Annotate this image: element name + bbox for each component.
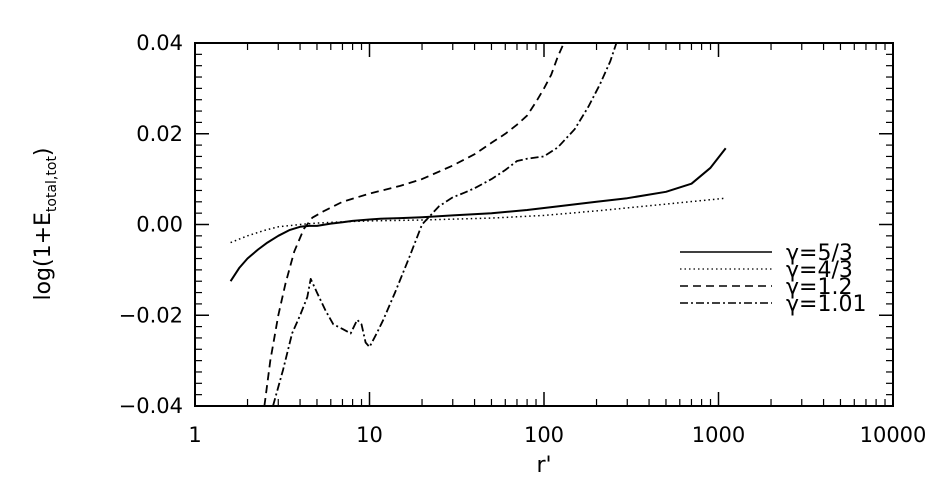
legend: γ=5/3γ=4/3γ=1.2γ=1.01: [680, 241, 866, 317]
series-line-1: [229, 147, 727, 282]
x-tick-label: 1000: [692, 423, 745, 447]
legend-label-1: γ=5/3: [786, 241, 853, 266]
y-tick-label: −0.02: [119, 303, 183, 327]
y-axis-title-close: ): [31, 147, 56, 156]
plot-frame: [194, 42, 894, 407]
tick-labels: 1 10 100 1000 10000 −0.04 −0.02 0.00 0.02 0.04: [119, 31, 927, 447]
legend-label-3: γ=1.2: [786, 275, 852, 300]
series-line-4: [272, 43, 618, 406]
y-tick-label: −0.04: [119, 394, 183, 418]
y-axis-title-main: log(1+E: [31, 212, 56, 300]
series-line-2: [230, 197, 726, 244]
x-tick-label: 1: [188, 423, 201, 447]
x-tick-label: 10: [356, 423, 383, 447]
series-layer: [229, 43, 727, 406]
series-line-3: [263, 43, 565, 406]
axis-ticks: [194, 42, 894, 407]
y-tick-label: 0.04: [136, 31, 183, 55]
y-axis-title-sub: total,tot: [44, 156, 60, 213]
y-axis-title: log(1+Etotal,tot): [31, 147, 60, 300]
x-axis-title: r': [536, 453, 551, 478]
svg-text:log(1+Etotal,tot): log(1+Etotal,tot): [31, 147, 60, 300]
legend-label-4: γ=1.01: [786, 292, 866, 317]
x-tick-label: 10000: [860, 423, 927, 447]
y-tick-label: 0.00: [136, 213, 183, 237]
x-tick-label: 100: [524, 423, 564, 447]
y-tick-label: 0.02: [136, 122, 183, 146]
legend-label-2: γ=4/3: [786, 258, 853, 283]
